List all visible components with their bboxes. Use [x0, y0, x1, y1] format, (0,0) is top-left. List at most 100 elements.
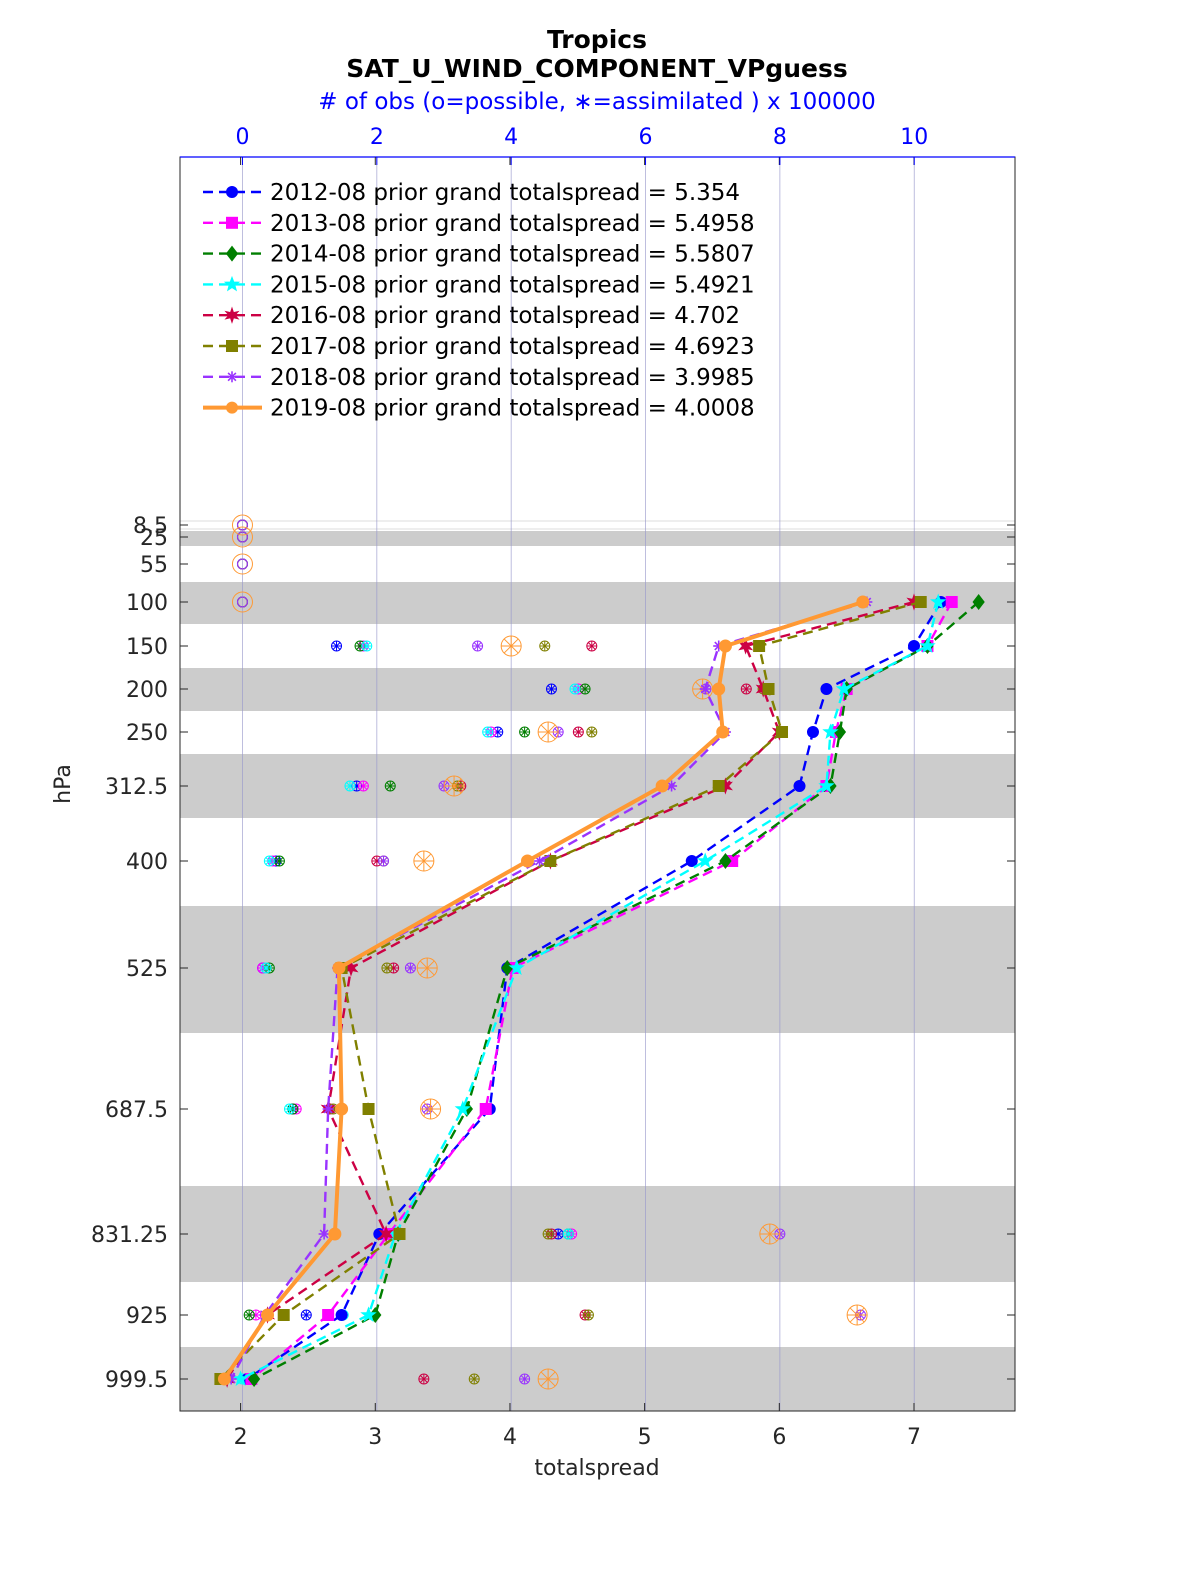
data-point: [360, 1306, 377, 1322]
top-tick-label: 10: [900, 125, 928, 150]
obs-assimilated-marker: [587, 728, 596, 736]
top-tick-label: 2: [370, 125, 384, 150]
data-point: [930, 593, 947, 609]
data-point: [335, 1309, 348, 1321]
y-tick-label: 312.5: [105, 775, 168, 800]
obs-assimilated-marker: [520, 1375, 529, 1383]
obs-assimilated-marker: [581, 685, 589, 693]
obs-assimilated-marker: [275, 857, 284, 865]
data-point: [232, 1370, 249, 1386]
obs-assimilated-marker: [416, 853, 432, 869]
obs-assimilated-marker: [406, 964, 415, 972]
obs-assimilated-marker: [540, 724, 556, 740]
legend-marker: [227, 372, 237, 382]
y-tick-label: 100: [126, 591, 168, 616]
data-point: [776, 726, 789, 738]
obs-assimilated-marker: [483, 728, 492, 736]
y-tick-label: 25: [140, 526, 168, 551]
data-point: [718, 639, 732, 653]
legend-entry: 2014-08 prior grand totalspread = 5.5807: [270, 242, 755, 268]
data-point: [520, 854, 534, 868]
series-line: [230, 600, 868, 1380]
data-point: [277, 1309, 290, 1321]
obs-possible-marker: [231, 514, 253, 536]
data-point: [508, 959, 525, 975]
alternating-level-bands: [180, 520, 1015, 1411]
data-point: [261, 1308, 275, 1322]
legend-marker: [226, 216, 238, 229]
data-point: [907, 640, 920, 652]
y-tick-label: 925: [126, 1304, 168, 1329]
legend-marker: [226, 401, 238, 414]
obs-assimilated-marker: [265, 857, 274, 865]
data-point: [712, 682, 726, 696]
x-tick-label: 7: [907, 1425, 921, 1450]
data-point: [319, 1229, 329, 1239]
chart-title: Tropics: [547, 25, 647, 54]
level-band: [180, 668, 1015, 711]
legend-entry: 2018-08 prior grand totalspread = 3.9985: [270, 365, 755, 391]
y-tick-label: 400: [126, 850, 168, 875]
x-tick-label: 3: [368, 1425, 382, 1450]
obs-assimilated-marker: [520, 728, 529, 736]
data-point: [328, 1227, 342, 1241]
y-tick-label: 250: [126, 721, 168, 746]
data-point: [217, 1372, 231, 1386]
data-point: [323, 1104, 333, 1114]
y-tick-label: 150: [126, 635, 168, 660]
obs-assimilated-marker: [419, 960, 435, 976]
obs-assimilated-marker: [849, 1307, 865, 1323]
legend-entry: 2016-08 prior grand totalspread = 4.702: [270, 303, 740, 329]
obs-possible-marker: [236, 596, 248, 608]
top-tick-label: 0: [235, 125, 249, 150]
top-tick-label: 8: [773, 125, 787, 150]
legend-marker: [225, 245, 239, 262]
data-point: [247, 1371, 261, 1387]
level-band: [180, 582, 1015, 624]
data-point: [719, 853, 732, 869]
obs-assimilated-marker: [584, 1311, 593, 1319]
obs-assimilated-marker: [359, 782, 368, 790]
data-point: [393, 1228, 406, 1240]
y-tick-label: 999.5: [105, 1368, 168, 1393]
obs-possible-marker: [231, 553, 253, 575]
obs-assimilated-marker: [762, 1226, 778, 1242]
obs-assimilated-marker: [423, 1101, 438, 1117]
x-tick-label: 4: [503, 1425, 517, 1450]
data-point: [762, 683, 775, 695]
series-lines: [214, 593, 985, 1388]
obs-assimilated-marker: [574, 728, 583, 736]
legend-marker: [226, 186, 238, 198]
obs-possible-marker: [236, 531, 248, 543]
obs-assimilated-marker: [362, 642, 371, 650]
series-line: [246, 601, 942, 1380]
obs-assimilated-marker: [332, 642, 341, 650]
obs-assimilated-marker: [262, 964, 270, 972]
data-point: [818, 777, 835, 793]
obs-possible-marker: [231, 526, 253, 548]
y-tick-label: 687.5: [105, 1098, 168, 1123]
y-axis-label: hPa: [51, 764, 76, 804]
data-point: [793, 780, 806, 792]
data-point: [945, 596, 958, 608]
bottom-axis-ticks: 2 3 4 5 6 7: [234, 157, 921, 1450]
level-band: [180, 906, 1015, 1033]
obs-assimilated-marker: [302, 1311, 311, 1319]
legend-entry: 2019-08 prior grand totalspread = 4.0008: [270, 396, 755, 422]
x-tick-label: 2: [234, 1425, 248, 1450]
obs-assimilated-marker: [386, 782, 395, 790]
legend-marker: [224, 306, 240, 324]
data-point: [835, 680, 853, 696]
top-axis-ticks: 0 2 4 6 8 10: [235, 125, 928, 165]
top-axis-label: # of obs (o=possible, ∗=assimilated ) x …: [318, 89, 876, 115]
obs-assimilated-marker: [503, 638, 519, 654]
legend: 2012-08 prior grand totalspread = 5.354 2…: [203, 180, 755, 422]
data-point: [697, 852, 714, 868]
y-tick-label: 525: [126, 957, 168, 982]
x-tick-label: 6: [772, 1425, 786, 1450]
legend-entry: 2017-08 prior grand totalspread = 4.6923: [270, 334, 755, 360]
obs-assimilated-marker: [379, 857, 388, 865]
data-point: [655, 779, 669, 793]
y-tick-label: 831.25: [91, 1223, 168, 1248]
